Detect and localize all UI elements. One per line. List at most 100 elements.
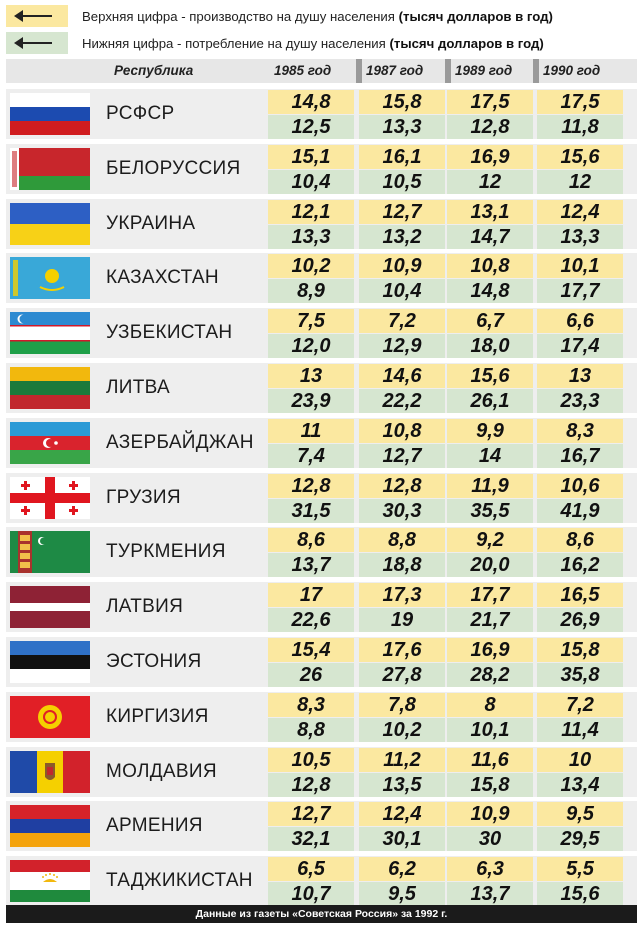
production-value: 9,9 bbox=[447, 418, 533, 443]
header-separator bbox=[533, 59, 539, 83]
production-value: 8,3 bbox=[537, 418, 623, 443]
consumption-value: 22,2 bbox=[359, 389, 445, 413]
header-1985: 1985 год bbox=[274, 63, 332, 78]
consumption-value: 16,2 bbox=[537, 553, 623, 578]
production-value: 16,9 bbox=[447, 144, 533, 169]
consumption-value: 9,5 bbox=[359, 882, 445, 907]
consumption-value: 29,5 bbox=[537, 827, 623, 852]
production-value: 6,6 bbox=[537, 309, 623, 334]
production-value: 10 bbox=[537, 747, 623, 772]
consumption-value: 13,5 bbox=[359, 772, 445, 797]
republic-name: БЕЛОРУССИЯ bbox=[106, 157, 241, 179]
consumption-value: 13,4 bbox=[537, 772, 623, 797]
russia-flag-icon bbox=[10, 93, 90, 135]
consumption-value: 13,2 bbox=[359, 224, 445, 249]
legend-swatch-production bbox=[6, 5, 68, 27]
table-row: БЕЛОРУССИЯ 15,1 10,4 16,1 10,5 16,9 12 15,6 12 bbox=[6, 143, 637, 194]
consumption-value: 12,7 bbox=[359, 443, 445, 468]
production-value: 10,2 bbox=[268, 254, 354, 279]
republic-name: УКРАИНА bbox=[106, 212, 196, 234]
consumption-value: 12,9 bbox=[359, 334, 445, 359]
consumption-value: 8,8 bbox=[268, 717, 354, 742]
consumption-value: 17,4 bbox=[537, 334, 623, 359]
production-value: 17 bbox=[268, 583, 354, 608]
consumption-value: 20,0 bbox=[447, 553, 533, 578]
production-value: 8 bbox=[447, 692, 533, 717]
republic-name: ТАДЖИКИСТАН bbox=[106, 870, 253, 892]
production-value: 17,3 bbox=[359, 583, 445, 608]
production-value: 10,8 bbox=[447, 254, 533, 279]
production-value: 12,1 bbox=[268, 199, 354, 224]
source-footer: Данные из газеты «Советская Россия» за 1… bbox=[6, 905, 637, 923]
table-row: АЗЕРБАЙДЖАН 11 7,4 10,8 12,7 9,9 14 8,3 16,7 bbox=[6, 417, 637, 468]
production-value: 8,6 bbox=[268, 528, 354, 553]
consumption-value: 12 bbox=[447, 169, 533, 194]
production-value: 12,8 bbox=[359, 473, 445, 498]
production-value: 12,7 bbox=[268, 802, 354, 827]
consumption-value: 12,8 bbox=[447, 115, 533, 139]
legend-production: Верхняя цифра - производство на душу нас… bbox=[6, 4, 636, 28]
kazakhstan-flag-icon bbox=[10, 257, 90, 300]
production-value: 7,2 bbox=[537, 692, 623, 717]
header-1990: 1990 год bbox=[543, 63, 601, 78]
consumption-value: 13,3 bbox=[537, 224, 623, 249]
armenia-flag-icon bbox=[10, 805, 90, 848]
production-value: 9,2 bbox=[447, 528, 533, 553]
legend-consumption-text: Нижняя цифра - потребление на душу насел… bbox=[82, 35, 544, 51]
ukraine-flag-icon bbox=[10, 202, 90, 245]
consumption-value: 26,9 bbox=[537, 608, 623, 633]
production-value: 6,7 bbox=[447, 309, 533, 334]
consumption-value: 41,9 bbox=[537, 498, 623, 523]
production-value: 16,1 bbox=[359, 144, 445, 169]
header-1987: 1987 год bbox=[366, 63, 424, 78]
republic-name: ЭСТОНИЯ bbox=[106, 651, 202, 672]
moldova-flag-icon bbox=[10, 750, 90, 793]
production-value: 6,3 bbox=[447, 857, 533, 882]
production-value: 12,7 bbox=[359, 199, 445, 224]
production-value: 17,5 bbox=[447, 90, 533, 114]
consumption-value: 35,8 bbox=[537, 663, 623, 687]
consumption-value: 10,4 bbox=[268, 169, 354, 194]
arrow-left-icon bbox=[14, 10, 52, 22]
lithuania-flag-icon bbox=[10, 367, 90, 409]
legend-production-text: Верхняя цифра - производство на душу нас… bbox=[82, 8, 553, 24]
production-value: 13 bbox=[537, 364, 623, 388]
production-value: 9,5 bbox=[537, 802, 623, 827]
consumption-value: 35,5 bbox=[447, 498, 533, 523]
consumption-value: 12,8 bbox=[268, 772, 354, 797]
consumption-value: 14 bbox=[447, 443, 533, 468]
production-value: 14,8 bbox=[268, 90, 354, 114]
table-row: ТАДЖИКИСТАН 6,5 10,7 6,2 9,5 6,3 13,7 5,5 15,6 bbox=[6, 856, 637, 907]
consumption-value: 18,8 bbox=[359, 553, 445, 578]
georgia-flag-icon bbox=[10, 476, 90, 519]
azerbaijan-flag-icon bbox=[10, 421, 90, 464]
consumption-value: 10,2 bbox=[359, 717, 445, 742]
consumption-value: 7,4 bbox=[268, 443, 354, 468]
production-value: 7,5 bbox=[268, 309, 354, 334]
table-row: РСФСР 14,8 12,5 15,8 13,3 17,5 12,8 17,5 11,8 bbox=[6, 89, 637, 139]
estonia-flag-icon bbox=[10, 641, 90, 683]
consumption-value: 13,7 bbox=[447, 882, 533, 907]
production-value: 16,5 bbox=[537, 583, 623, 608]
republic-name: КАЗАХСТАН bbox=[106, 267, 219, 289]
table-row: ТУРКМЕНИЯ 8,6 13,7 8,8 18,8 9,2 20,0 8,6 16,2 bbox=[6, 527, 637, 578]
production-value: 10,5 bbox=[268, 747, 354, 772]
production-value: 10,6 bbox=[537, 473, 623, 498]
consumption-value: 10,7 bbox=[268, 882, 354, 907]
consumption-value: 15,8 bbox=[447, 772, 533, 797]
production-value: 15,8 bbox=[537, 638, 623, 662]
table-row: МОЛДАВИЯ 10,5 12,8 11,2 13,5 11,6 15,8 10 13,4 bbox=[6, 746, 637, 797]
consumption-value: 27,8 bbox=[359, 663, 445, 687]
consumption-value: 16,7 bbox=[537, 443, 623, 468]
production-value: 15,4 bbox=[268, 638, 354, 662]
production-value: 12,4 bbox=[359, 802, 445, 827]
header-separator bbox=[445, 59, 451, 83]
legend-consumption: Нижняя цифра - потребление на душу насел… bbox=[6, 31, 636, 55]
republic-name: ГРУЗИЯ bbox=[106, 486, 181, 508]
consumption-value: 26 bbox=[268, 663, 354, 687]
consumption-value: 8,9 bbox=[268, 279, 354, 304]
kyrgyzstan-flag-icon bbox=[10, 695, 90, 738]
production-value: 8,8 bbox=[359, 528, 445, 553]
consumption-value: 12,0 bbox=[268, 334, 354, 359]
production-value: 10,8 bbox=[359, 418, 445, 443]
